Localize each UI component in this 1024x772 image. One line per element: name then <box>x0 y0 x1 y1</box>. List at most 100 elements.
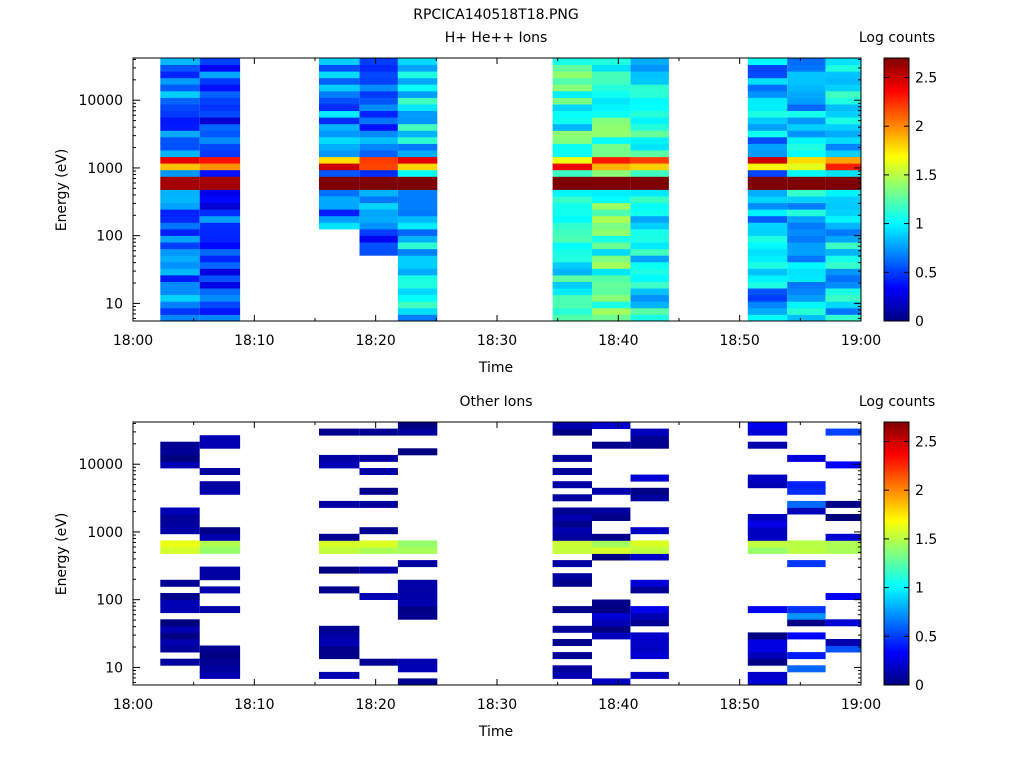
heatmap-cell <box>199 156 241 164</box>
heatmap-cell <box>160 507 200 515</box>
heatmap-cell <box>825 117 861 125</box>
heatmap-cell <box>552 58 592 65</box>
panel-title: Other Ions <box>459 394 532 410</box>
heatmap-cell <box>199 117 241 125</box>
heatmap-cell <box>397 261 438 269</box>
heatmap-cell <box>825 461 861 469</box>
heatmap-cell <box>160 123 200 131</box>
heatmap-cell <box>160 520 200 528</box>
colorbar-tick-label: 2 <box>915 119 924 135</box>
heatmap-cell <box>160 117 200 125</box>
heatmap-cell <box>552 202 592 210</box>
heatmap-cell <box>552 90 592 98</box>
heatmap-cell <box>747 527 788 535</box>
heatmap-cell <box>747 281 788 289</box>
heatmap-cell <box>199 314 241 322</box>
heatmap-cell <box>199 586 241 594</box>
y-tick-label: 1000 <box>87 161 123 177</box>
heatmap-cell <box>787 130 826 138</box>
heatmap-cell <box>319 652 360 660</box>
heatmap-cell <box>359 64 398 72</box>
heatmap-cell <box>199 546 241 554</box>
heatmap-cell <box>747 307 788 315</box>
colorbar-label: Log counts <box>859 30 935 46</box>
heatmap-cell <box>825 314 861 322</box>
heatmap-cell <box>592 150 631 158</box>
heatmap-cell <box>630 553 669 561</box>
heatmap-cell <box>199 143 241 151</box>
heatmap-cell <box>397 228 438 236</box>
heatmap-cell <box>747 546 788 554</box>
heatmap-cell <box>160 196 200 204</box>
heatmap-cell <box>747 150 788 158</box>
heatmap-cell <box>359 84 398 92</box>
heatmap-cell <box>592 507 631 515</box>
heatmap-cell <box>319 209 360 217</box>
heatmap-cell <box>630 579 669 587</box>
heatmap-cell <box>787 163 826 171</box>
heatmap-cell <box>359 130 398 138</box>
x-axis-label: Time <box>478 360 513 376</box>
heatmap-cell <box>319 84 360 92</box>
heatmap-cell <box>160 136 200 144</box>
heatmap-cell <box>787 487 826 495</box>
heatmap-cell <box>747 64 788 72</box>
heatmap-cell <box>747 189 788 197</box>
x-tick-label: 18:00 <box>113 333 153 349</box>
heatmap-cell <box>552 169 592 177</box>
panel-h-he-ions: H+ He++ Ions Log counts 18:00 18:10 18:20 1… <box>54 30 937 376</box>
heatmap-cell <box>747 428 788 436</box>
heatmap-cell <box>630 176 669 184</box>
heatmap-cell <box>630 189 669 197</box>
heatmap-cell <box>199 130 241 138</box>
heatmap-cell <box>359 77 398 85</box>
x-tick-label: 18:50 <box>719 697 759 713</box>
heatmap-cell <box>747 314 788 322</box>
heatmap-cell <box>552 665 592 673</box>
heatmap-cell <box>552 150 592 158</box>
heatmap-cell <box>397 189 438 197</box>
heatmap-cell <box>397 110 438 118</box>
heatmap-cell <box>160 658 200 666</box>
heatmap-cell <box>397 84 438 92</box>
heatmap-cell <box>630 268 669 276</box>
heatmap-cell <box>199 84 241 92</box>
heatmap-cell <box>592 202 631 210</box>
heatmap-cell <box>552 507 592 515</box>
heatmap-cell <box>160 255 200 263</box>
heatmap-cell <box>160 288 200 296</box>
heatmap-cell <box>630 123 669 131</box>
heatmap-cell <box>359 150 398 158</box>
heatmap-cell <box>319 182 360 190</box>
heatmap-cell <box>552 422 592 429</box>
heatmap-cell <box>630 487 669 495</box>
heatmap-cell <box>787 507 826 515</box>
heatmap-cell <box>787 104 826 111</box>
heatmap-cell <box>825 104 861 111</box>
heatmap-cell <box>787 90 826 98</box>
heatmap-cell <box>747 169 788 177</box>
heatmap-cell <box>319 97 360 105</box>
heatmap-cell <box>630 619 669 627</box>
heatmap-cell <box>630 307 669 315</box>
heatmap-cell <box>787 546 826 554</box>
heatmap-cell <box>160 71 200 79</box>
heatmap-cell <box>552 209 592 217</box>
heatmap-cell <box>552 606 592 614</box>
heatmap-cell <box>630 474 669 482</box>
heatmap-cell <box>630 169 669 177</box>
heatmap-cell <box>397 599 438 607</box>
heatmap-cell <box>630 209 669 217</box>
heatmap-cell <box>825 77 861 85</box>
heatmap-cell <box>592 77 631 85</box>
heatmap-cell <box>825 215 861 223</box>
heatmap-cell <box>319 546 360 554</box>
heatmap-cell <box>592 143 631 151</box>
heatmap-cell <box>552 130 592 138</box>
heatmap-cell <box>319 540 360 548</box>
heatmap-cell <box>199 540 241 548</box>
heatmap-cell <box>199 64 241 72</box>
heatmap-cell <box>199 288 241 296</box>
heatmap-cell <box>787 117 826 125</box>
heatmap-cell <box>825 163 861 171</box>
